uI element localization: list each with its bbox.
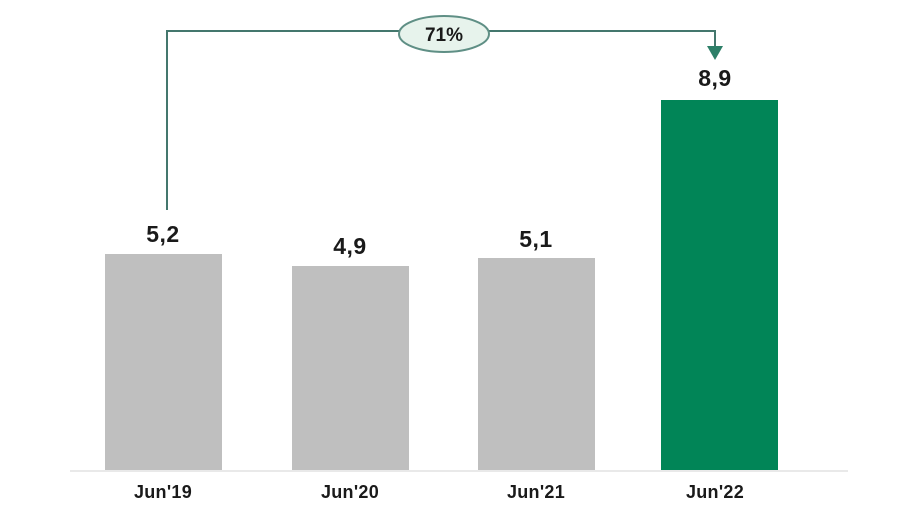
value-label-jun22: 8,9 xyxy=(698,65,731,91)
growth-bracket-line xyxy=(166,30,716,210)
axis-label-jun21: Jun'21 xyxy=(507,482,565,502)
axis-label-jun19: Jun'19 xyxy=(134,482,192,502)
growth-percent-label: 71% xyxy=(425,25,463,46)
axis-label-jun22: Jun'22 xyxy=(686,482,744,502)
arrow-down-icon xyxy=(707,46,723,60)
value-label-jun21: 5,1 xyxy=(519,226,552,252)
bar-jun22 xyxy=(661,100,778,470)
growth-percent-ellipse xyxy=(398,15,490,53)
value-label-jun19: 5,2 xyxy=(146,221,179,247)
bar-jun21 xyxy=(478,258,595,470)
bar-jun20 xyxy=(292,266,409,470)
axis-label-jun20: Jun'20 xyxy=(321,482,379,502)
bar-jun19 xyxy=(105,254,222,470)
value-label-jun20: 4,9 xyxy=(333,233,366,259)
